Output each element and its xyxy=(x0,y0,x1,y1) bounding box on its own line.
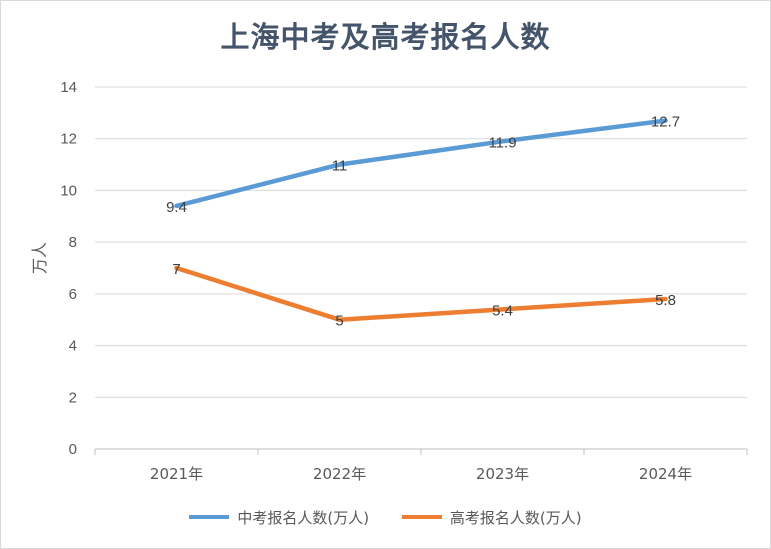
y-tick-label: 12 xyxy=(60,131,77,148)
y-tick-label: 6 xyxy=(69,286,77,303)
legend-label-zhongkao: 中考报名人数(万人) xyxy=(237,508,370,527)
data-label-series0-2: 11.9 xyxy=(488,134,516,151)
series-line-1 xyxy=(174,265,668,322)
data-label-series1-0: 7 xyxy=(172,261,180,278)
data-label-series1-3: 5.8 xyxy=(655,292,676,309)
x-tick-label: 2024年 xyxy=(639,465,692,483)
series-lines xyxy=(174,118,668,322)
legend-swatch-zhongkao xyxy=(189,515,230,519)
data-label-series1-2: 5.4 xyxy=(492,302,513,319)
data-label-series0-1: 11 xyxy=(332,158,348,175)
y-tick-label: 14 xyxy=(60,79,77,96)
legend-label-gaokao: 高考报名人数(万人) xyxy=(449,508,582,527)
legend-item-zhongkao: 中考报名人数(万人) xyxy=(189,507,369,528)
y-axis-title: 万人 xyxy=(30,242,49,274)
series-line-0 xyxy=(174,118,668,209)
y-tick-label: 2 xyxy=(69,389,77,406)
data-labels: 9.4 11 11.9 12.7 7 5 5.4 5.8 xyxy=(166,114,680,330)
data-label-series0-3: 12.7 xyxy=(651,114,680,131)
chart-title: 上海中考及高考报名人数 xyxy=(220,20,551,54)
legend: 中考报名人数(万人) 高考报名人数(万人) xyxy=(0,505,771,528)
legend-item-gaokao: 高考报名人数(万人) xyxy=(401,507,582,528)
x-tick-label: 2022年 xyxy=(313,465,366,483)
y-tick-label: 4 xyxy=(69,338,77,355)
x-tick-label: 2023年 xyxy=(476,465,529,483)
data-label-series1-1: 5 xyxy=(335,313,343,330)
legend-swatch-gaokao xyxy=(401,515,442,519)
y-tick-label: 8 xyxy=(69,234,77,251)
data-label-series0-0: 9.4 xyxy=(166,199,187,216)
axes: 0 2 4 6 8 10 12 14 2021年 2022年 2023年 2024年 xyxy=(60,79,748,483)
y-tick-label: 0 xyxy=(69,441,77,458)
x-tick-label: 2021年 xyxy=(150,465,203,483)
gridlines xyxy=(95,86,747,398)
y-tick-label: 10 xyxy=(60,182,77,199)
